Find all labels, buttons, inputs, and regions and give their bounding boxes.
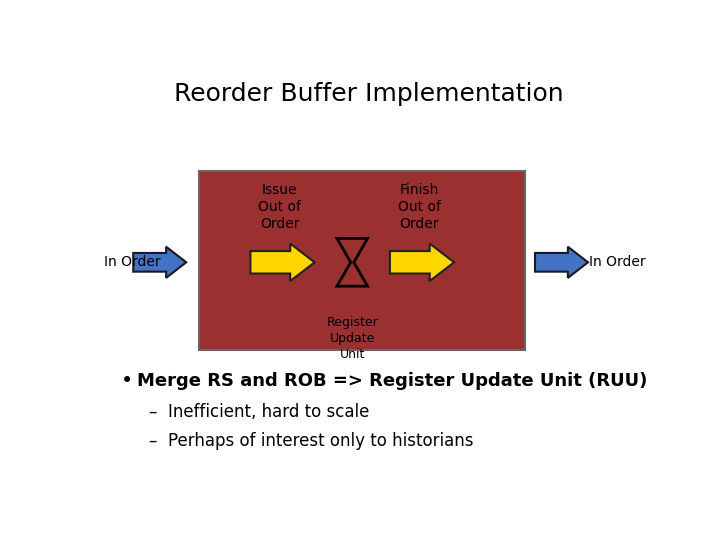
Text: In Order: In Order [590,255,646,269]
Polygon shape [390,244,454,281]
Text: Merge RS and ROB => Register Update Unit (RUU): Merge RS and ROB => Register Update Unit… [138,372,648,390]
Text: Finish
Out of
Order: Finish Out of Order [397,183,441,231]
Text: Perhaps of interest only to historians: Perhaps of interest only to historians [168,432,474,450]
Text: Reorder Buffer Implementation: Reorder Buffer Implementation [174,82,564,106]
Text: –: – [148,403,157,421]
Polygon shape [535,247,588,278]
Text: Issue
Out of
Order: Issue Out of Order [258,183,301,231]
Text: –: – [148,432,157,450]
Text: In Order: In Order [104,255,161,269]
Bar [199,171,526,349]
Text: Inefficient, hard to scale: Inefficient, hard to scale [168,403,369,421]
Polygon shape [133,247,186,278]
Text: •: • [121,371,133,391]
Polygon shape [251,244,315,281]
Text: Register
Update
Unit: Register Update Unit [326,316,378,361]
